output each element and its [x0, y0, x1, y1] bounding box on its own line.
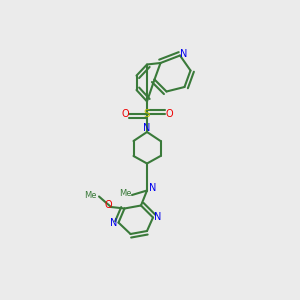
Text: O: O	[121, 109, 129, 119]
Text: Me: Me	[84, 190, 97, 200]
Text: Me: Me	[119, 189, 132, 198]
Text: O: O	[105, 200, 112, 210]
Text: N: N	[143, 123, 151, 133]
Text: O: O	[165, 109, 173, 119]
Text: N: N	[149, 183, 156, 193]
Text: N: N	[154, 212, 161, 223]
Text: N: N	[180, 49, 188, 59]
Text: S: S	[144, 109, 150, 119]
Text: N: N	[110, 218, 118, 228]
